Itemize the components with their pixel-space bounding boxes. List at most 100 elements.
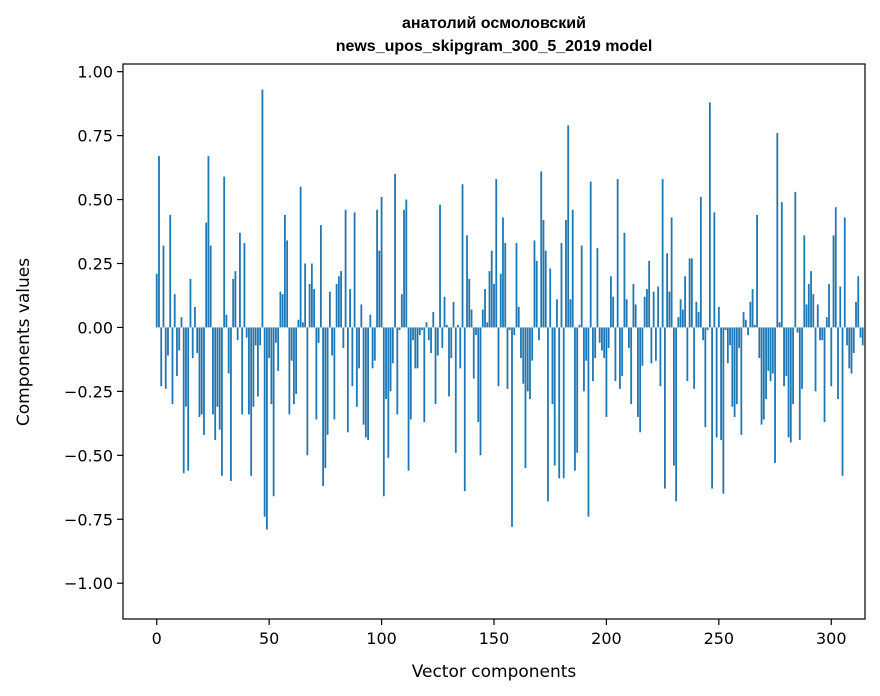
bar	[769, 327, 772, 382]
y-tick-label: −0.50	[64, 446, 113, 465]
bar	[677, 317, 680, 328]
bar	[452, 301, 455, 328]
bar	[535, 260, 538, 328]
bar	[843, 217, 846, 328]
bar	[326, 327, 329, 435]
bar	[812, 294, 815, 328]
bar	[830, 327, 833, 387]
bar	[463, 327, 466, 492]
bar	[592, 327, 594, 382]
bar	[623, 232, 626, 328]
bar	[315, 327, 318, 420]
bar	[756, 214, 758, 328]
bar	[310, 263, 313, 328]
y-axis-ticks: 1.00 0.75 0.50 0.25 0.00 −0.25 −0.50 −0.75 −1.00	[64, 63, 123, 593]
bar	[801, 327, 803, 389]
bar	[382, 327, 385, 497]
bar	[690, 258, 693, 328]
bar	[762, 327, 765, 420]
bar	[783, 327, 785, 387]
bar	[191, 327, 194, 359]
bar	[317, 327, 320, 343]
bar	[670, 217, 673, 328]
bar	[295, 327, 298, 394]
bar	[270, 327, 273, 405]
bar	[275, 327, 277, 343]
bar	[726, 327, 729, 364]
bar	[614, 327, 617, 382]
bar	[807, 283, 810, 328]
bar	[857, 276, 860, 328]
bar	[252, 327, 255, 407]
x-tick-label: 300	[816, 629, 847, 648]
bar	[376, 209, 378, 328]
bar	[517, 306, 520, 328]
bar	[688, 258, 691, 328]
bar	[342, 327, 345, 348]
bar	[837, 327, 839, 400]
bar	[421, 327, 423, 330]
bar	[708, 102, 711, 328]
bar	[216, 327, 219, 407]
bar	[816, 304, 819, 328]
bar	[621, 327, 624, 377]
bar	[497, 327, 500, 387]
bar	[742, 312, 745, 328]
bar	[448, 327, 450, 397]
bar	[641, 327, 644, 366]
bar	[400, 294, 403, 328]
bar	[562, 327, 565, 479]
bar	[789, 327, 792, 443]
bar	[565, 220, 567, 328]
bar	[760, 327, 763, 425]
bar	[778, 322, 781, 328]
bar	[432, 312, 435, 328]
bar	[639, 327, 642, 433]
y-tick-label: 0.75	[77, 127, 113, 146]
bar	[162, 245, 165, 328]
bar	[679, 299, 682, 328]
bar	[380, 197, 383, 328]
y-tick-label: 0.00	[77, 318, 113, 337]
bar	[427, 327, 430, 341]
bar	[200, 327, 203, 415]
bar-series	[155, 89, 864, 530]
bar	[486, 322, 489, 328]
bar	[203, 327, 205, 435]
bar	[672, 327, 675, 466]
bar	[466, 235, 468, 328]
bar	[223, 176, 226, 328]
bar	[661, 179, 664, 328]
bar	[735, 327, 738, 405]
bar	[234, 271, 237, 328]
bar	[160, 327, 163, 387]
bar	[819, 327, 821, 341]
bar	[724, 327, 727, 330]
bar	[484, 289, 486, 328]
bar	[583, 327, 585, 392]
bar	[542, 220, 545, 328]
bar	[450, 327, 453, 359]
bar	[279, 291, 282, 328]
bar	[666, 253, 669, 328]
bar	[360, 304, 363, 328]
bar	[461, 184, 464, 328]
bar	[443, 296, 446, 328]
bar	[607, 327, 610, 348]
bar	[729, 327, 731, 346]
bar	[596, 248, 599, 328]
bar	[396, 327, 399, 415]
y-tick-label: 1.00	[77, 63, 113, 82]
bar	[531, 327, 534, 361]
bar	[785, 327, 788, 377]
bar	[574, 327, 576, 471]
bar	[529, 327, 531, 400]
bar	[747, 327, 749, 336]
x-tick-label: 100	[366, 629, 397, 648]
bar	[425, 322, 428, 328]
bar	[239, 232, 241, 328]
bar	[526, 327, 529, 392]
bar	[407, 327, 410, 471]
bar	[598, 327, 601, 343]
bar	[556, 299, 558, 328]
